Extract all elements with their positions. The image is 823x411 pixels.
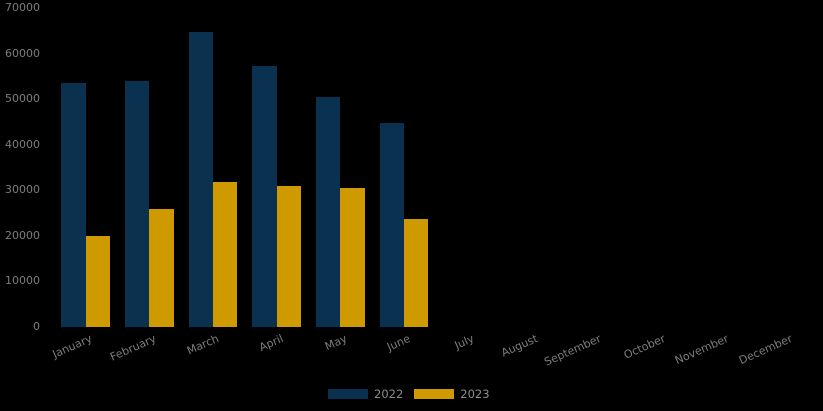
- x-axis-tick-label: October: [621, 332, 667, 362]
- bar-2022-february: [125, 80, 150, 327]
- bar-2022-june: [379, 122, 404, 327]
- y-axis-tick-label: 60000: [5, 46, 40, 60]
- x-axis-tick-label: April: [256, 332, 285, 355]
- y-axis-tick-label: 10000: [5, 274, 40, 288]
- bar-2022-april: [252, 65, 277, 327]
- bar-2023-may: [340, 187, 365, 327]
- x-axis-tick-label: December: [736, 332, 795, 368]
- x-axis-tick-label: February: [107, 332, 158, 364]
- x-axis-tick-label: September: [542, 332, 604, 369]
- x-axis-tick-label: November: [673, 332, 731, 368]
- bar-2023-january: [85, 235, 111, 327]
- bar-2023-february: [149, 208, 174, 327]
- x-axis-tick-label: June: [385, 332, 413, 354]
- legend-label-2023: 2023: [460, 387, 490, 401]
- y-axis-tick-label: 20000: [5, 228, 40, 242]
- x-axis-tick-label: May: [322, 332, 349, 354]
- legend-item-2022: 2022: [328, 388, 403, 400]
- legend-label-2022: 2022: [374, 387, 404, 401]
- bar-2022-january: [61, 83, 86, 327]
- y-axis-tick-label: 0: [33, 320, 40, 333]
- x-axis-tick-label: January: [50, 332, 94, 361]
- legend-swatch-2023: [414, 389, 455, 399]
- legend: 2022 2023: [328, 388, 490, 400]
- legend-swatch-2022: [328, 389, 368, 399]
- legend-item-2023: 2023: [414, 387, 490, 401]
- bar-2023-april: [276, 185, 302, 327]
- y-axis-tick-label: 70000: [5, 1, 40, 14]
- x-axis-tick-label: July: [452, 332, 476, 352]
- bar-2022-may: [316, 96, 341, 327]
- x-axis-tick-label: August: [499, 332, 540, 360]
- y-axis-tick-label: 30000: [5, 183, 40, 197]
- bar-2022-march: [188, 31, 213, 327]
- bar-2023-june: [404, 218, 429, 327]
- x-axis-tick-label: March: [185, 332, 222, 358]
- y-axis-tick-label: 50000: [5, 92, 40, 106]
- y-axis-tick-label: 40000: [5, 137, 40, 151]
- bar-2023-march: [213, 182, 238, 327]
